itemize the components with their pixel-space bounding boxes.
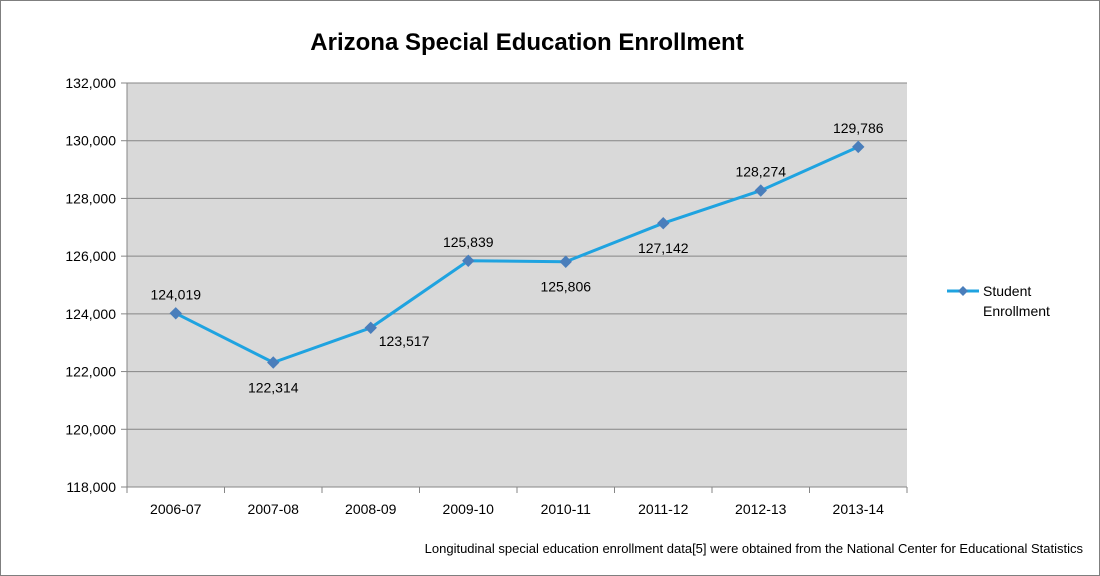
data-point bbox=[754, 184, 767, 197]
y-tick-label: 120,000 bbox=[65, 421, 116, 437]
data-label: 125,806 bbox=[540, 279, 591, 295]
data-point bbox=[559, 255, 572, 268]
data-label: 122,314 bbox=[248, 380, 299, 396]
footnote: Longitudinal special education enrollmen… bbox=[424, 541, 1083, 556]
data-label: 128,274 bbox=[735, 164, 786, 180]
x-tick-label: 2010-11 bbox=[541, 501, 592, 517]
y-tick-label: 128,000 bbox=[65, 190, 116, 206]
y-tick-label: 122,000 bbox=[65, 364, 116, 380]
y-tick-label: 124,000 bbox=[65, 306, 116, 322]
data-point bbox=[364, 321, 377, 335]
data-point bbox=[169, 307, 182, 320]
y-tick-label: 132,000 bbox=[65, 75, 116, 91]
y-tick-label: 118,000 bbox=[66, 479, 116, 495]
x-tick-label: 2012-13 bbox=[735, 501, 787, 517]
y-tick-label: 126,000 bbox=[65, 248, 116, 264]
data-point bbox=[657, 216, 670, 230]
x-tick-label: 2006-07 bbox=[150, 501, 202, 517]
x-tick-label: 2011-12 bbox=[638, 501, 689, 517]
data-point bbox=[462, 254, 475, 267]
data-label: 123,517 bbox=[379, 333, 430, 349]
x-tick-label: 2013-14 bbox=[833, 501, 885, 517]
data-label: 129,786 bbox=[833, 120, 884, 136]
x-tick-label: 2008-09 bbox=[345, 501, 397, 517]
data-label: 124,019 bbox=[150, 286, 201, 302]
series-group bbox=[169, 140, 865, 369]
data-labels: 124,019 122,314 123,517 125,839 125,806 127,1… bbox=[150, 120, 883, 396]
chart-title: Arizona Special Education Enrollment bbox=[310, 29, 744, 56]
series-line bbox=[175, 145, 859, 365]
gridlines bbox=[127, 82, 907, 430]
data-label: 127,142 bbox=[638, 240, 689, 256]
x-tick-label: 2007-08 bbox=[248, 501, 300, 517]
data-point bbox=[267, 356, 280, 369]
x-tick-label: 2009-10 bbox=[443, 501, 495, 517]
y-axis-ticks: 118,000 120,000 122,000 124,000 126,000 128,0… bbox=[65, 75, 127, 495]
data-point bbox=[852, 140, 865, 154]
plot-area bbox=[127, 83, 907, 487]
legend-marker-icon bbox=[947, 286, 979, 296]
data-label: 125,839 bbox=[443, 234, 494, 250]
legend-label: Student Enrollment bbox=[983, 283, 1050, 319]
x-axis-ticks: 2006-07 2007-08 2008-09 2009-10 2010-11 2011-… bbox=[126, 487, 908, 517]
y-tick-label: 130,000 bbox=[65, 133, 116, 149]
